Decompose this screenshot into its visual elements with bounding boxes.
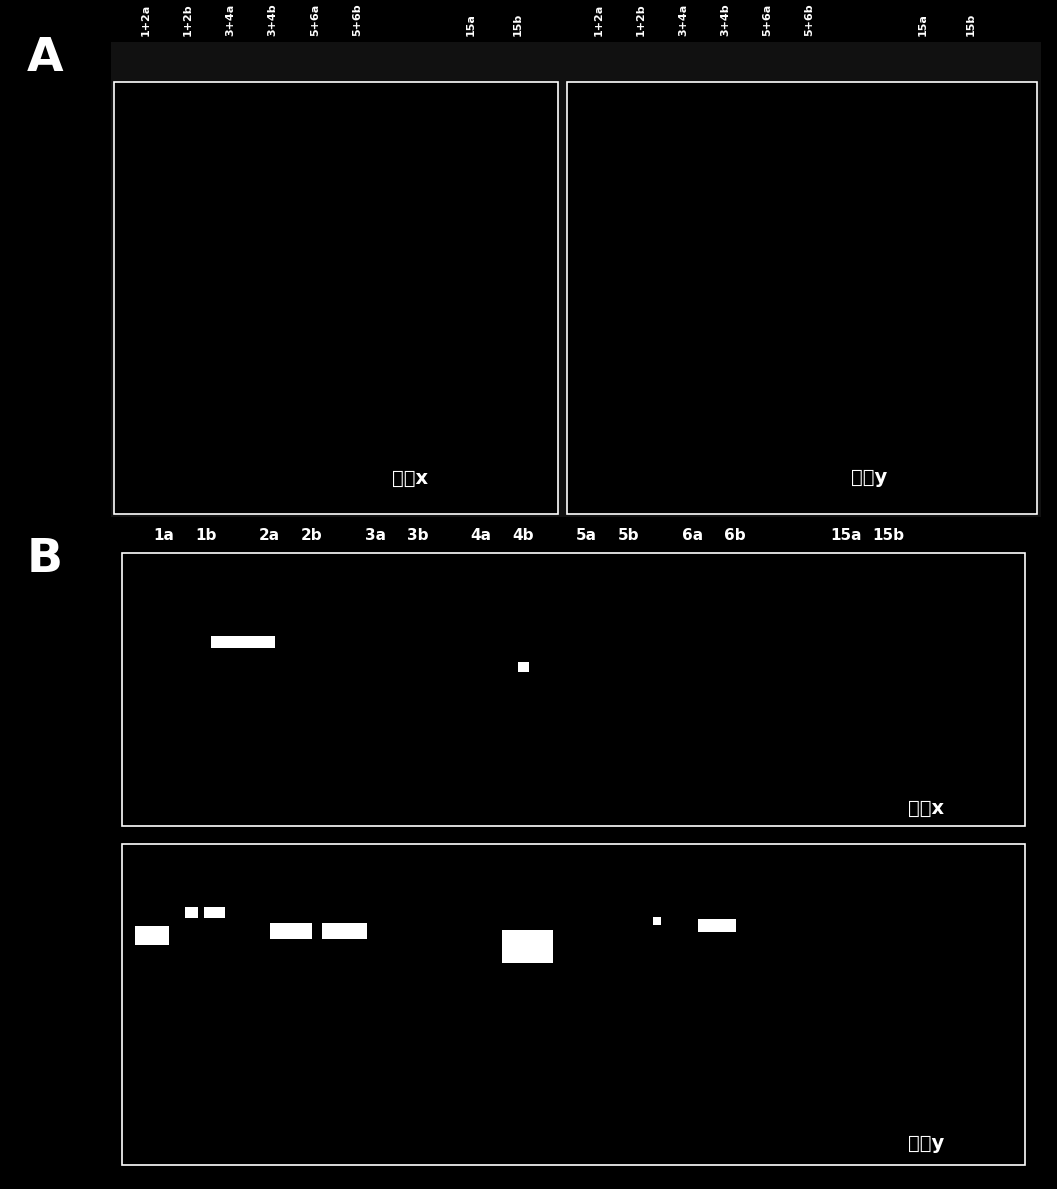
Text: 1b: 1b bbox=[196, 528, 217, 543]
Text: 5+6a: 5+6a bbox=[310, 4, 320, 36]
Bar bbox=[114, 82, 558, 514]
Bar bbox=[122, 553, 1025, 826]
Text: 样品y: 样品y bbox=[851, 468, 887, 487]
Bar bbox=[698, 919, 736, 932]
Text: 15a: 15a bbox=[465, 13, 476, 36]
Text: 5a: 5a bbox=[576, 528, 597, 543]
Bar bbox=[502, 930, 553, 963]
Text: B: B bbox=[26, 537, 62, 583]
Text: 1+2b: 1+2b bbox=[183, 4, 193, 36]
Text: 3+4a: 3+4a bbox=[225, 4, 236, 36]
Bar bbox=[270, 923, 312, 939]
Text: 1+2a: 1+2a bbox=[141, 4, 151, 36]
Text: 样品x: 样品x bbox=[908, 799, 944, 818]
Text: 5+6b: 5+6b bbox=[352, 4, 363, 36]
Text: 2b: 2b bbox=[301, 528, 322, 543]
Bar bbox=[518, 662, 528, 672]
Text: 3+4a: 3+4a bbox=[678, 4, 688, 36]
Text: 5+6b: 5+6b bbox=[804, 4, 815, 36]
Bar bbox=[211, 636, 275, 648]
Text: A: A bbox=[26, 36, 63, 81]
Text: 样品x: 样品x bbox=[392, 468, 428, 487]
Text: 4b: 4b bbox=[513, 528, 534, 543]
Text: 3+4b: 3+4b bbox=[267, 4, 278, 36]
Text: 1+2b: 1+2b bbox=[635, 4, 646, 36]
Text: 2a: 2a bbox=[259, 528, 280, 543]
Text: 3b: 3b bbox=[407, 528, 428, 543]
Text: 15a: 15a bbox=[917, 13, 928, 36]
Text: 6b: 6b bbox=[724, 528, 745, 543]
Bar bbox=[122, 844, 1025, 1165]
Text: 1a: 1a bbox=[153, 528, 174, 543]
Text: 样品y: 样品y bbox=[908, 1134, 944, 1153]
Bar bbox=[111, 42, 1041, 517]
Text: 1+2a: 1+2a bbox=[593, 4, 604, 36]
Bar bbox=[567, 82, 1037, 514]
Bar bbox=[204, 907, 225, 918]
Text: 3+4b: 3+4b bbox=[720, 4, 730, 36]
Text: 5b: 5b bbox=[618, 528, 639, 543]
Text: 4a: 4a bbox=[470, 528, 492, 543]
Text: 15b: 15b bbox=[872, 528, 904, 543]
Bar bbox=[653, 917, 661, 925]
Text: 3a: 3a bbox=[365, 528, 386, 543]
Text: 5+6a: 5+6a bbox=[762, 4, 773, 36]
Bar bbox=[185, 907, 198, 918]
Text: 15a: 15a bbox=[830, 528, 861, 543]
Bar bbox=[322, 923, 367, 939]
Text: 6a: 6a bbox=[682, 528, 703, 543]
Text: 15b: 15b bbox=[513, 12, 523, 36]
Bar bbox=[135, 926, 169, 945]
Text: 15b: 15b bbox=[965, 12, 976, 36]
